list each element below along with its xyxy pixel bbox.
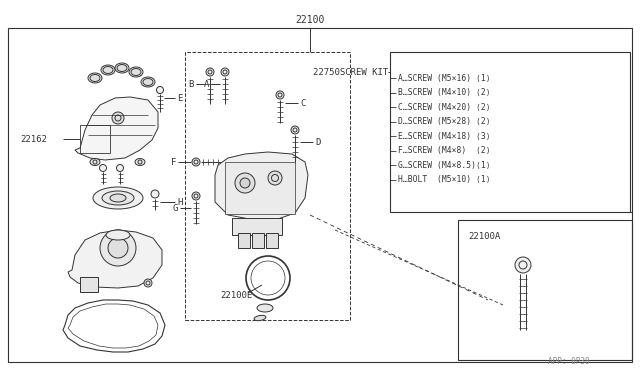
Text: 22162: 22162: [20, 135, 47, 144]
Ellipse shape: [254, 315, 266, 321]
Circle shape: [151, 190, 159, 198]
Text: B: B: [189, 80, 194, 89]
Text: G…SCREW (M4×8.5)⟨1⟩: G…SCREW (M4×8.5)⟨1⟩: [398, 160, 491, 170]
Ellipse shape: [103, 67, 113, 74]
Text: D…SCREW (M5×28) ⟨2⟩: D…SCREW (M5×28) ⟨2⟩: [398, 117, 491, 126]
Text: G: G: [173, 203, 178, 212]
Text: A…SCREW (M5×16) ⟨1⟩: A…SCREW (M5×16) ⟨1⟩: [398, 74, 491, 83]
Circle shape: [144, 279, 152, 287]
Circle shape: [240, 178, 250, 188]
Text: E…SCREW (M4×18) ⟨3⟩: E…SCREW (M4×18) ⟨3⟩: [398, 131, 491, 141]
Polygon shape: [215, 152, 308, 220]
Polygon shape: [75, 97, 158, 160]
Ellipse shape: [110, 194, 126, 202]
Text: 22100E: 22100E: [220, 291, 252, 299]
Ellipse shape: [101, 65, 115, 75]
Bar: [458, 220, 632, 360]
Circle shape: [221, 68, 229, 76]
Polygon shape: [266, 233, 278, 248]
Circle shape: [276, 91, 284, 99]
Bar: [390, 52, 630, 212]
Text: F…SCREW (M4×8)  ⟨2⟩: F…SCREW (M4×8) ⟨2⟩: [398, 146, 491, 155]
Text: A: A: [204, 80, 209, 89]
Text: H: H: [177, 198, 182, 206]
Bar: [225, 162, 295, 214]
Ellipse shape: [135, 158, 145, 166]
Circle shape: [99, 164, 106, 171]
Circle shape: [268, 171, 282, 185]
Ellipse shape: [117, 64, 127, 71]
Ellipse shape: [90, 158, 100, 166]
Circle shape: [206, 68, 214, 76]
Text: E: E: [177, 93, 182, 103]
Circle shape: [100, 230, 136, 266]
Polygon shape: [232, 218, 282, 235]
Circle shape: [192, 158, 200, 166]
Text: 22100: 22100: [295, 15, 324, 25]
Ellipse shape: [88, 73, 102, 83]
Circle shape: [291, 126, 299, 134]
Ellipse shape: [257, 304, 273, 312]
Text: APP: 0P30: APP: 0P30: [548, 357, 590, 366]
Text: H…BOLT  (M5×10) ⟨1⟩: H…BOLT (M5×10) ⟨1⟩: [398, 175, 491, 184]
Polygon shape: [68, 230, 162, 288]
Circle shape: [192, 192, 200, 200]
Ellipse shape: [90, 74, 100, 81]
Ellipse shape: [102, 191, 134, 205]
Text: C…SCREW (M4×20) ⟨2⟩: C…SCREW (M4×20) ⟨2⟩: [398, 103, 491, 112]
Text: C: C: [300, 99, 305, 108]
Text: 22750SCREW KIT: 22750SCREW KIT: [313, 67, 388, 77]
Polygon shape: [80, 277, 98, 292]
Ellipse shape: [129, 67, 143, 77]
Bar: [8, 28, 632, 362]
Circle shape: [116, 164, 124, 171]
Ellipse shape: [141, 77, 155, 87]
Ellipse shape: [93, 187, 143, 209]
Circle shape: [515, 257, 531, 273]
Text: F: F: [171, 157, 176, 167]
Ellipse shape: [131, 68, 141, 76]
Ellipse shape: [143, 78, 153, 86]
Text: 22100A: 22100A: [468, 231, 500, 241]
Text: D: D: [315, 138, 321, 147]
Ellipse shape: [106, 230, 130, 240]
Bar: [80, 125, 110, 153]
Circle shape: [157, 87, 163, 93]
Circle shape: [112, 112, 124, 124]
Circle shape: [235, 173, 255, 193]
Circle shape: [108, 238, 128, 258]
Ellipse shape: [115, 63, 129, 73]
Polygon shape: [238, 233, 250, 248]
Bar: [185, 52, 350, 320]
Text: B…SCREW (M4×10) ⟨2⟩: B…SCREW (M4×10) ⟨2⟩: [398, 88, 491, 97]
Polygon shape: [252, 233, 264, 248]
